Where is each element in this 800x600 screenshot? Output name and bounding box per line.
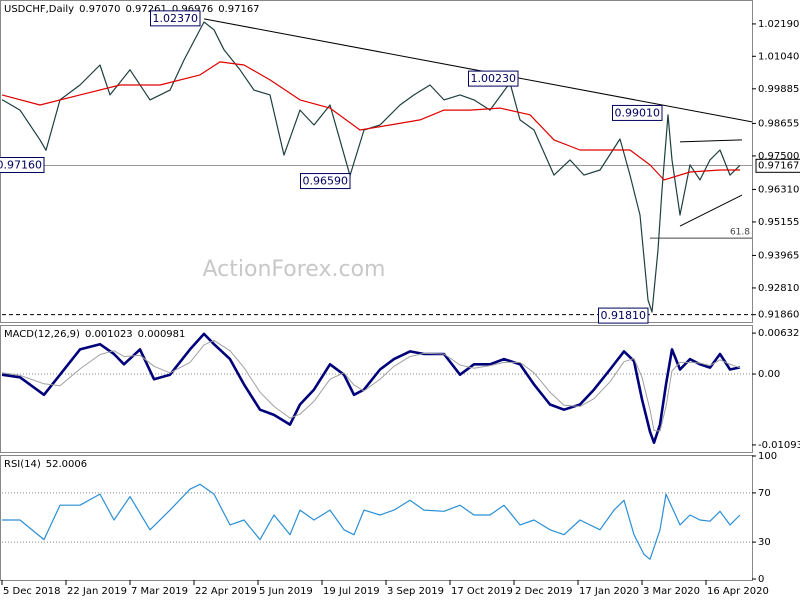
series-line (1, 61, 740, 181)
y-tick-label: 0.95155 (758, 217, 799, 228)
x-tick-label: 3 Mar 2020 (643, 586, 700, 597)
y-tick-label: 0.99885 (758, 84, 799, 95)
header-value: 0.001023 (85, 329, 133, 340)
annotation-label-box (150, 10, 201, 27)
rsi-panel (0, 455, 753, 581)
x-tick-label: 2 Dec 2019 (515, 586, 573, 597)
trendline (679, 139, 743, 143)
y-tick-label: 1.01040 (758, 51, 799, 62)
x-tick-label: 5 Jun 2019 (259, 586, 313, 597)
series-line (1, 339, 741, 432)
macd-panel (0, 325, 753, 453)
series-line (1, 332, 741, 444)
x-tick-label: 17 Oct 2019 (451, 586, 513, 597)
header-value: 0.97261 (125, 4, 166, 15)
annotation-label-box (468, 70, 519, 87)
series-line (1, 21, 741, 313)
current-price-box (755, 158, 800, 173)
panel-header: RSI(14) 52.0006 (4, 459, 87, 470)
watermark: ActionForex.com (203, 257, 386, 282)
trendline (679, 194, 743, 227)
level-label: 0.97160 (0, 159, 42, 172)
header-value: 0.000981 (138, 329, 186, 340)
panel-header: USDCHF,Daily 0.97070 0.97261 0.96976 0.97167 (4, 4, 260, 15)
panel-header: MACD(12,26,9) 0.001023 0.000981 (4, 329, 185, 340)
y-tick-label: 0.92810 (758, 283, 799, 294)
header-value: 0.97070 (79, 4, 120, 15)
annotation-label: 0.99010 (615, 106, 661, 119)
y-tick-label: 30 (758, 537, 771, 548)
x-tick-label: 5 Dec 2018 (3, 586, 61, 597)
current-price: 0.97167 (758, 160, 799, 171)
level-label: 0.91860 (758, 310, 799, 321)
fib-label: 61.8 (730, 228, 750, 238)
header-value: 0.97167 (218, 4, 259, 15)
header-value: 0.96976 (172, 4, 213, 15)
x-tick-label: 22 Apr 2019 (195, 586, 257, 597)
trendline (203, 18, 753, 123)
y-tick-label: 0.98655 (758, 118, 799, 129)
panel-title: MACD(12,26,9) (4, 329, 80, 340)
level-label-box (0, 157, 45, 174)
y-tick-label: 100 (758, 451, 777, 462)
annotation-label-box (612, 104, 663, 121)
panel-title: USDCHF,Daily (4, 4, 74, 15)
x-tick-label: 3 Sep 2019 (387, 586, 444, 597)
annotation-label: 0.96590 (303, 175, 349, 188)
y-tick-label: 70 (758, 488, 771, 499)
x-tick-label: 19 Jul 2019 (323, 586, 380, 597)
y-tick-label: 0.006321 (758, 328, 800, 339)
y-tick-label: 1.02190 (758, 19, 799, 30)
annotation-label: 1.00230 (471, 72, 517, 85)
x-tick-label: 22 Jan 2019 (67, 586, 127, 597)
x-tick-label: 7 Mar 2019 (131, 586, 188, 597)
y-tick-label: 0.00 (758, 369, 780, 380)
price-panel (0, 0, 753, 323)
y-tick-label: 0 (758, 574, 764, 585)
x-tick-label: 16 Apr 2020 (707, 586, 769, 597)
x-tick-label: 17 Jan 2020 (579, 586, 639, 597)
y-tick-label: -0.010939 (758, 440, 800, 451)
annotation-label-box (598, 307, 649, 324)
annotation-label-box (300, 173, 351, 190)
series-line (2, 483, 741, 560)
header-value: 52.0006 (46, 459, 87, 470)
annotation-label: 0.91810 (601, 309, 647, 322)
panel-title: RSI(14) (4, 459, 41, 470)
annotation-label: 1.02370 (153, 12, 199, 25)
y-tick-label: 0.97500 (758, 151, 799, 162)
y-tick-label: 0.93965 (758, 250, 799, 261)
y-tick-label: 0.96310 (758, 184, 799, 195)
